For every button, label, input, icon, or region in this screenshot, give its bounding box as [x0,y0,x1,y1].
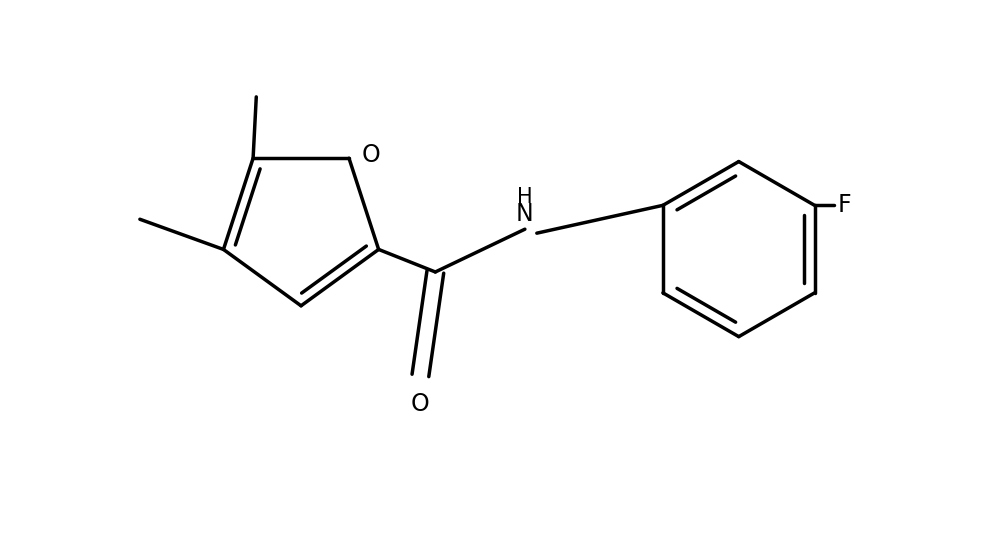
Text: O: O [362,143,381,167]
Text: N: N [516,202,534,226]
Text: H: H [517,187,533,207]
Text: O: O [411,392,430,417]
Text: F: F [838,193,851,217]
